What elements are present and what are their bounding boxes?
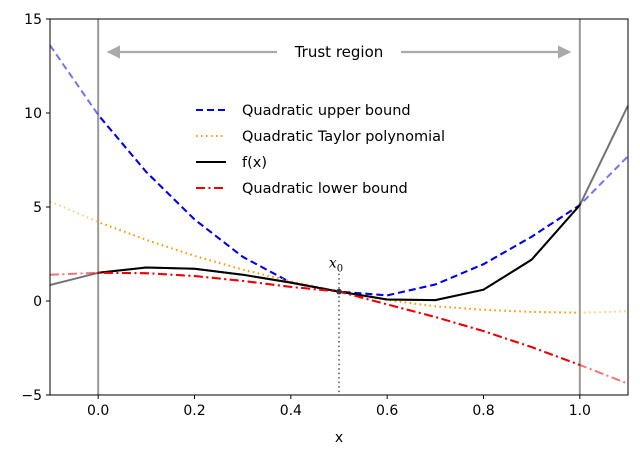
expansion-point: x0: [329, 256, 343, 395]
expansion-point-label: x0: [329, 256, 343, 275]
x-axis-label: x: [335, 430, 343, 446]
x-tick-label: 0.8: [472, 403, 494, 419]
y-tick-label: 0: [33, 294, 42, 310]
trust-region-annotation: Trust region: [106, 43, 572, 61]
trust-region-label: Trust region: [294, 43, 384, 61]
y-tick-label: 5: [33, 200, 42, 216]
trust-region-bounds: [97, 19, 581, 395]
x-tick-label: 0.2: [183, 403, 205, 419]
y-tick-label: 15: [24, 12, 42, 28]
series-line-faded: [50, 200, 628, 314]
legend-label: Quadratic lower bound: [242, 181, 408, 197]
plot-area: x0 Trust region Quadratic upper boundQua…: [49, 18, 629, 396]
x-axis: 0.0 0.2 0.4 0.6 0.8 1.0: [87, 395, 591, 419]
plot-frame: [49, 18, 629, 396]
series-line-faded: [50, 44, 628, 297]
y-tick-label: 10: [24, 106, 42, 122]
expansion-point-marker: [336, 288, 342, 295]
legend-label: Quadratic Taylor polynomial: [242, 129, 445, 145]
series-line: [98, 113, 580, 297]
x-tick-label: 0.0: [87, 403, 109, 419]
legend: Quadratic upper bound Quadratic Taylor po…: [196, 103, 445, 197]
y-axis: −5 0 5 10 15: [21, 12, 50, 404]
x-tick-label: 1.0: [569, 403, 591, 419]
series-line: [98, 220, 580, 314]
legend-label: Quadratic upper bound: [242, 103, 411, 119]
legend-label: f(x): [242, 155, 267, 171]
x-tick-label: 0.4: [280, 403, 302, 419]
x-tick-label: 0.6: [376, 403, 398, 419]
y-tick-label: −5: [21, 388, 42, 404]
